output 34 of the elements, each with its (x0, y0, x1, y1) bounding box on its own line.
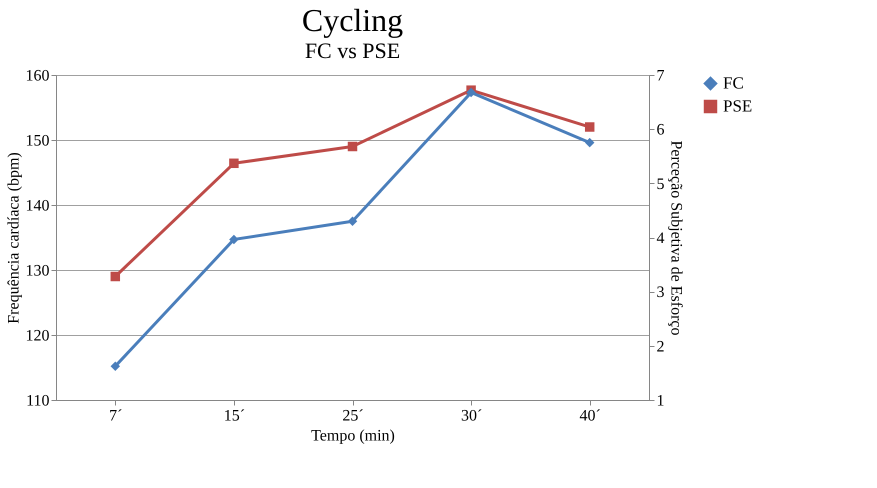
point (110, 361, 120, 371)
x-tick-label: 7´ (109, 408, 122, 424)
y2-tick-label: 2 (656, 338, 664, 356)
y-tick-label: 110 (26, 392, 50, 410)
y2-tick-label: 5 (656, 176, 664, 193)
y-axis-title: Frequência cardíaca (bpm) (6, 152, 22, 324)
y2-tick-label: 3 (656, 284, 664, 302)
x-tick-label: 15´ (224, 408, 246, 424)
y-tick-label: 160 (26, 68, 50, 84)
x-tick-label: 30´ (460, 408, 482, 424)
point (584, 122, 594, 132)
x-tick-label: 25´ (342, 408, 364, 424)
point (584, 138, 594, 148)
point (348, 142, 358, 152)
chart-subtitle: FC vs PSE (304, 38, 400, 63)
y-tick-label: 130 (26, 262, 50, 280)
point (229, 158, 239, 168)
legend-label: FC (723, 74, 744, 92)
x-tick-label: 40´ (580, 408, 601, 424)
point (229, 234, 239, 244)
y-tick-label: 120 (26, 328, 50, 344)
point (348, 216, 358, 226)
y-tick-label: 140 (26, 198, 50, 214)
y-tick-label: 150 (26, 132, 50, 150)
y2-axis-title: Perceção Subjetiva de Esforço (668, 140, 684, 336)
x-axis-title: Tempo (min) (311, 428, 395, 444)
y2-tick-label: 6 (656, 122, 664, 139)
legend-label: PSE (723, 96, 752, 116)
point (466, 88, 476, 98)
y2-tick-label: 4 (656, 230, 664, 247)
y2-tick-label: 7 (656, 68, 664, 84)
chart-title: Cycling (302, 2, 404, 38)
point (110, 272, 120, 282)
y2-tick-label: 1 (656, 392, 664, 410)
